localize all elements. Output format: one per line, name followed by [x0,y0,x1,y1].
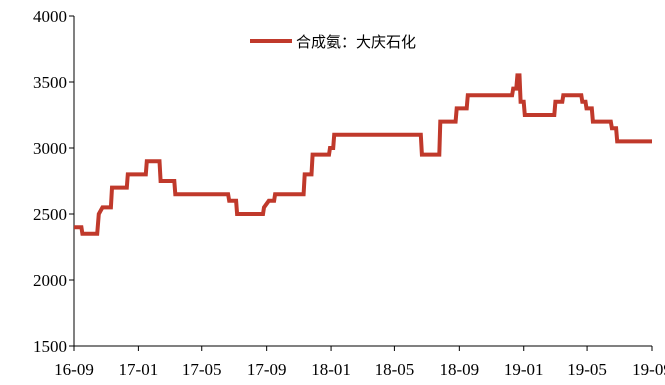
tick-labels: 1500 2000 2500 3000 3500 4000 16-09 17-01 17-05 1… [33,7,665,379]
x-tick-label: 19-09 [632,360,665,379]
x-tick-label: 18-09 [439,360,479,379]
y-tick-label: 2000 [33,271,67,290]
y-tick-label: 3000 [33,139,67,158]
series-layer [74,73,652,236]
x-tick-label: 17-01 [119,360,159,379]
x-tick-label: 18-05 [375,360,415,379]
y-tick-label: 4000 [33,7,67,26]
x-tick-label: 17-05 [182,360,222,379]
legend: 合成氨：大庆石化 [250,33,416,51]
series-line [74,73,652,236]
x-tick-label: 16-09 [54,360,94,379]
x-tick-label: 18-01 [311,360,351,379]
y-tick-label: 1500 [33,337,67,356]
x-tick-label: 19-05 [567,360,607,379]
legend-label: 合成氨：大庆石化 [296,33,416,51]
x-tick-label: 17-09 [247,360,287,379]
axes [69,15,653,351]
y-tick-label: 2500 [33,205,67,224]
x-tick-label: 19-01 [504,360,544,379]
y-tick-label: 3500 [33,73,67,92]
